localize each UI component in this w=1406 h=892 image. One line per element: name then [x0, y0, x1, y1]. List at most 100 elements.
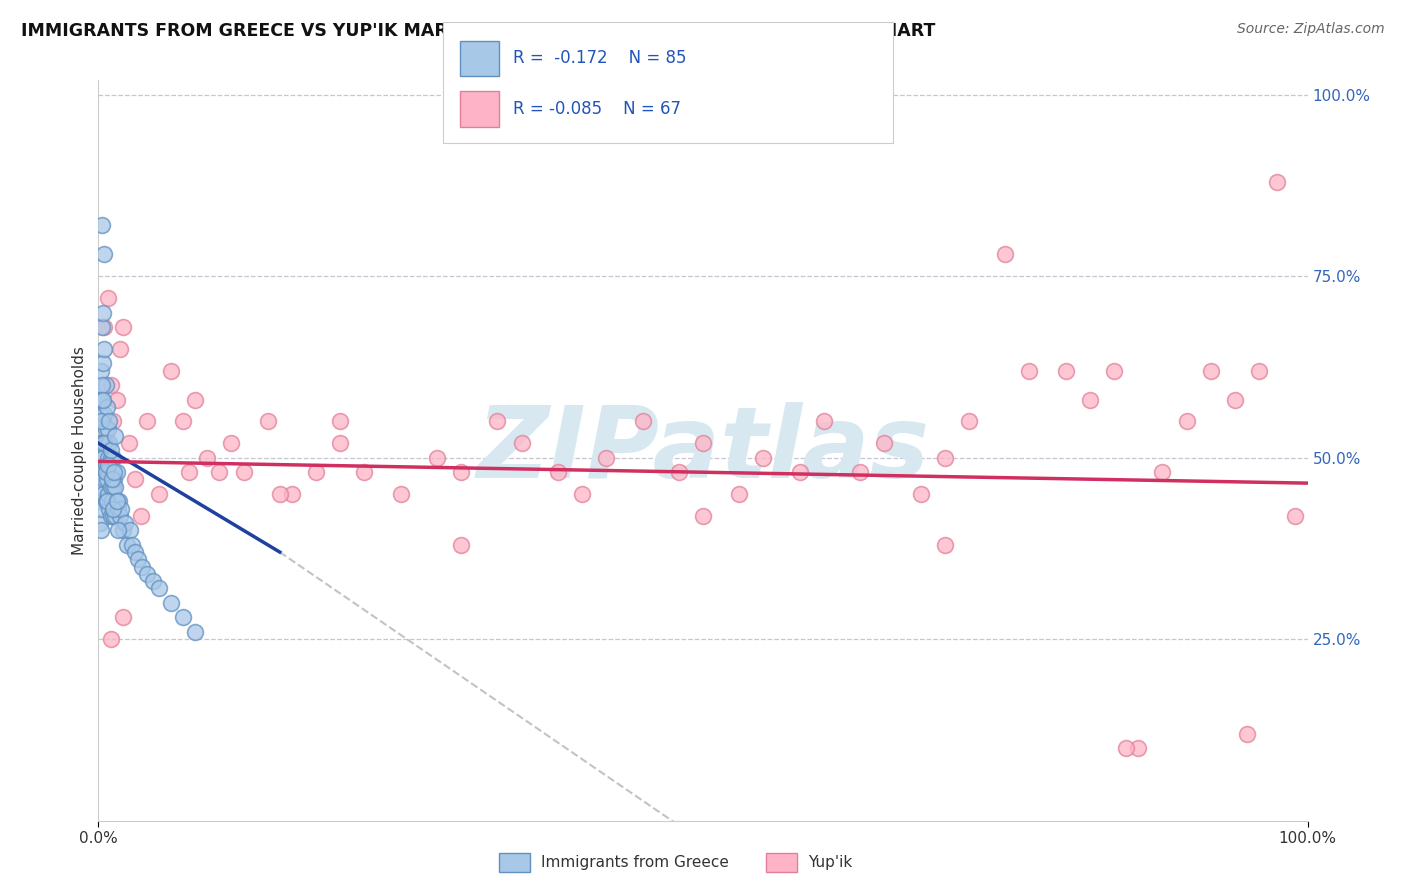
Point	[98, 414, 121, 428]
Point	[91, 320, 114, 334]
Point	[104, 480, 127, 494]
Point	[89, 516, 111, 530]
Text: ZIPatlas: ZIPatlas	[477, 402, 929, 499]
Point	[1175, 414, 1198, 428]
Point	[91, 392, 114, 407]
Point	[104, 508, 127, 523]
Point	[114, 516, 136, 530]
Point	[129, 508, 152, 523]
Point	[101, 414, 124, 428]
Point	[1115, 741, 1137, 756]
Point	[96, 473, 118, 487]
Point	[91, 305, 114, 319]
Point	[118, 524, 141, 538]
Point	[98, 436, 121, 450]
Point	[89, 465, 111, 479]
Point	[510, 436, 533, 450]
Point	[692, 508, 714, 523]
Point	[118, 436, 141, 450]
Point	[90, 501, 112, 516]
Point	[90, 414, 112, 428]
Point	[105, 465, 128, 479]
Point	[100, 378, 122, 392]
Point	[94, 494, 117, 508]
Point	[329, 414, 352, 428]
Text: Source: ZipAtlas.com: Source: ZipAtlas.com	[1237, 22, 1385, 37]
Point	[281, 487, 304, 501]
Point	[1054, 363, 1077, 377]
Point	[172, 610, 194, 624]
Point	[111, 610, 134, 624]
Point	[1199, 363, 1222, 377]
Text: Immigrants from Greece: Immigrants from Greece	[541, 855, 730, 870]
Point	[100, 480, 122, 494]
Point	[934, 538, 956, 552]
Point	[131, 559, 153, 574]
Point	[91, 392, 114, 407]
Point	[160, 363, 183, 377]
Point	[105, 494, 128, 508]
Text: R =  -0.172    N = 85: R = -0.172 N = 85	[513, 49, 686, 68]
Point	[90, 480, 112, 494]
Point	[450, 538, 472, 552]
Point	[96, 400, 118, 414]
Point	[93, 247, 115, 261]
Point	[101, 501, 124, 516]
Point	[160, 596, 183, 610]
Point	[184, 624, 207, 639]
Point	[486, 414, 509, 428]
Point	[97, 422, 120, 436]
Point	[1267, 175, 1289, 189]
Point	[934, 450, 956, 465]
Point	[107, 501, 129, 516]
Point	[104, 429, 127, 443]
Point	[91, 378, 114, 392]
Point	[1236, 726, 1258, 740]
Point	[91, 436, 114, 450]
Point	[450, 465, 472, 479]
Point	[849, 465, 872, 479]
Point	[148, 582, 170, 596]
Point	[179, 465, 201, 479]
Point	[96, 436, 118, 450]
Point	[121, 538, 143, 552]
Point	[93, 407, 115, 421]
Point	[1284, 508, 1306, 523]
Point	[127, 552, 149, 566]
Point	[91, 414, 114, 428]
Point	[124, 473, 146, 487]
Point	[208, 465, 231, 479]
Point	[97, 458, 120, 472]
Point	[752, 450, 775, 465]
Point	[100, 465, 122, 479]
Point	[256, 414, 278, 428]
Point	[547, 465, 569, 479]
Point	[90, 363, 112, 377]
Point	[100, 443, 122, 458]
Point	[668, 465, 690, 479]
Point	[90, 450, 112, 465]
Point	[100, 450, 122, 465]
Point	[172, 414, 194, 428]
Point	[1078, 392, 1101, 407]
Point	[195, 450, 218, 465]
Point	[91, 356, 114, 370]
Point	[100, 473, 122, 487]
Point	[97, 487, 120, 501]
Text: IMMIGRANTS FROM GREECE VS YUP'IK MARRIED-COUPLE HOUSEHOLDS CORRELATION CHART: IMMIGRANTS FROM GREECE VS YUP'IK MARRIED…	[21, 22, 935, 40]
Point	[90, 407, 112, 421]
Point	[100, 494, 122, 508]
Point	[124, 545, 146, 559]
Point	[93, 320, 115, 334]
Point	[108, 342, 131, 356]
Point	[571, 487, 593, 501]
Point	[142, 574, 165, 588]
Point	[389, 487, 412, 501]
Point	[91, 450, 114, 465]
Point	[100, 632, 122, 647]
Point	[108, 508, 131, 523]
Point	[1128, 741, 1150, 756]
Point	[111, 524, 134, 538]
Point	[94, 465, 117, 479]
Point	[101, 450, 124, 465]
